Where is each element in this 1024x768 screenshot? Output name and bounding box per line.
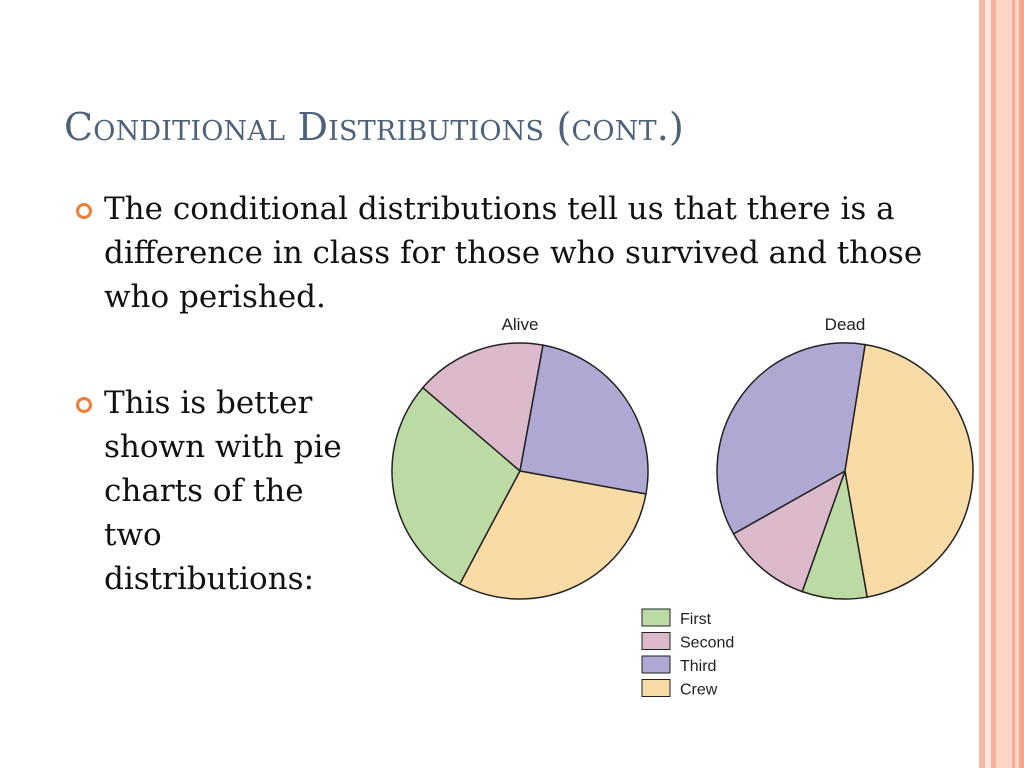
pie-slice-alive-third: [519, 344, 649, 495]
pie-title-alive: Alive: [502, 315, 539, 334]
legend-swatch-second: [641, 632, 671, 650]
slide-title: Conditional Distributions (cont.): [64, 105, 685, 149]
bullet-text-1: The conditional distributions tell us th…: [104, 191, 923, 315]
legend-label-crew: Crew: [680, 682, 718, 699]
pie-slice-alive-first: [391, 386, 521, 586]
bullet-dot-icon: [76, 203, 92, 219]
decor-stripe: [985, 0, 991, 768]
bullet-dot-icon: [76, 397, 92, 413]
pie-slice-alive-crew: [458, 470, 647, 600]
decor-stripe: [1019, 0, 1024, 768]
legend-swatch-first: [641, 608, 671, 627]
decor-stripe: [991, 0, 996, 768]
pie-slice-dead-second: [732, 469, 847, 593]
legend-swatch-third: [641, 655, 671, 674]
decor-stripe: [1012, 0, 1015, 768]
legend-label-third: Third: [680, 658, 716, 675]
legend-label-second: Second: [680, 635, 734, 652]
pie-title-dead: Dead: [825, 315, 866, 334]
decor-stripe: [979, 0, 985, 768]
legend-label-first: First: [680, 611, 712, 628]
pie-slice-dead-crew: [844, 343, 974, 598]
bullet-text-2: This is better shown with pie charts of …: [104, 385, 342, 597]
pie-slice-dead-third: [716, 342, 867, 535]
legend-swatch-crew: [641, 679, 671, 697]
pie-slice-alive-second: [421, 342, 544, 473]
